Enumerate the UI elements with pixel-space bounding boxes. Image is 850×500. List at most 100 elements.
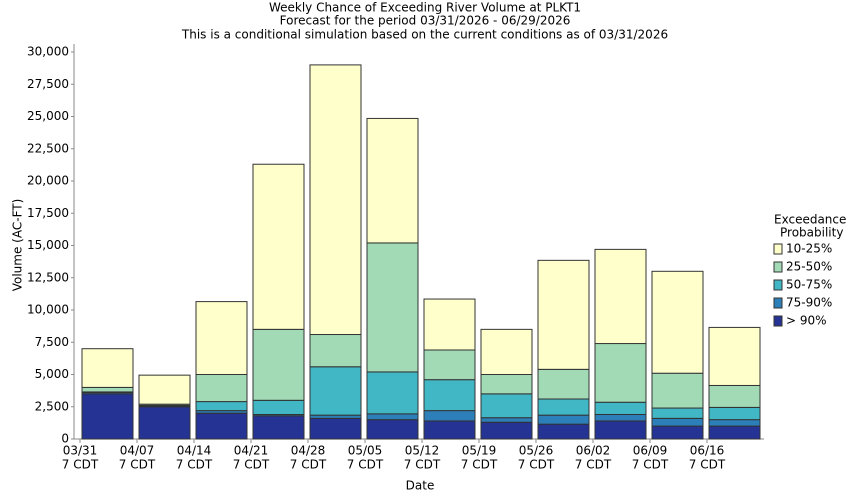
bar-segment — [708, 384, 761, 408]
bar-segment — [708, 419, 761, 427]
bar-segment — [309, 366, 362, 416]
bar-segment — [708, 326, 761, 386]
y-tick-label: 30,000 — [27, 45, 69, 59]
x-tick-label: 7 CDT — [347, 458, 384, 472]
legend-swatch — [773, 261, 783, 273]
legend-swatch — [773, 279, 783, 291]
legend-swatch — [773, 243, 783, 255]
bar-segment — [708, 425, 761, 440]
bar-segment — [480, 417, 533, 423]
bar-segment — [480, 374, 533, 395]
bar-segment — [594, 401, 647, 415]
legend-swatch — [773, 297, 783, 309]
bar-segment — [309, 64, 362, 336]
y-axis-label: Volume (AC-FT) — [11, 199, 25, 292]
bar-segment — [480, 328, 533, 376]
x-tick-label: 7 CDT — [689, 458, 726, 472]
y-tick-label: 7,500 — [35, 335, 69, 349]
legend-title: Exceedance — [774, 213, 846, 227]
x-tick-label: 06/02 — [576, 444, 611, 458]
y-tick-label: 15,000 — [27, 238, 69, 252]
y-tick-label: 25,000 — [27, 109, 69, 123]
bar-segment — [81, 393, 134, 440]
legend-label: 75-90% — [786, 296, 832, 310]
bar-segment — [366, 413, 419, 421]
bar-segment — [651, 372, 704, 409]
bar-segment — [594, 420, 647, 440]
x-tick-label: 05/05 — [348, 444, 383, 458]
bar-segment — [252, 328, 305, 401]
bar-segment — [309, 334, 362, 368]
y-tick-label: 20,000 — [27, 174, 69, 188]
legend-label: 10-25% — [786, 242, 832, 256]
bar-segment — [651, 425, 704, 440]
y-tick-label: 5,000 — [35, 367, 69, 381]
bar-segment — [309, 417, 362, 440]
bar-segment — [252, 399, 305, 415]
bar-segment — [195, 301, 248, 375]
bar-segment — [366, 371, 419, 415]
bar-segment — [138, 406, 191, 440]
chart-subtitle: Forecast for the period 03/31/2026 - 06/… — [280, 14, 571, 28]
bar-segment — [594, 343, 647, 403]
x-tick-label: 7 CDT — [176, 458, 213, 472]
bar-segment — [651, 407, 704, 419]
bar-segment — [81, 386, 134, 393]
bar-segment — [366, 419, 419, 440]
x-tick-label: 7 CDT — [233, 458, 270, 472]
x-tick-label: 7 CDT — [404, 458, 441, 472]
bar-segment — [366, 242, 419, 373]
bar-segment — [651, 270, 704, 374]
x-tick-label: 05/26 — [519, 444, 554, 458]
x-tick-label: 04/28 — [291, 444, 326, 458]
x-tick-label: 7 CDT — [461, 458, 498, 472]
bar-segment — [195, 401, 248, 412]
legend-swatch — [773, 315, 783, 327]
bar-segment — [423, 410, 476, 422]
legend-title: Probability — [780, 226, 843, 240]
bar-segment — [366, 117, 419, 244]
bar-segment — [537, 423, 590, 440]
y-tick-label: 10,000 — [27, 303, 69, 317]
bar-segment — [594, 413, 647, 422]
bar-segment — [138, 374, 191, 405]
bar-segment — [537, 259, 590, 370]
x-tick-label: 06/16 — [690, 444, 725, 458]
bar-segment — [537, 368, 590, 400]
x-tick-label: 04/14 — [177, 444, 212, 458]
bar-segment — [537, 398, 590, 416]
y-tick-label: 27,500 — [27, 77, 69, 91]
bar-segment — [423, 349, 476, 381]
y-tick-label: 17,500 — [27, 206, 69, 220]
y-tick-label: 0 — [61, 432, 69, 446]
chart-subtitle: This is a conditional simulation based o… — [181, 28, 668, 42]
legend-label: 50-75% — [786, 278, 832, 292]
bar-segment — [252, 163, 305, 330]
x-tick-label: 03/31 — [63, 444, 98, 458]
bar-segment — [195, 412, 248, 440]
bar-segment — [594, 248, 647, 345]
x-tick-label: 04/07 — [120, 444, 155, 458]
x-tick-label: 7 CDT — [518, 458, 555, 472]
x-tick-label: 05/19 — [462, 444, 497, 458]
bar-segment — [81, 348, 134, 388]
x-tick-label: 04/21 — [234, 444, 269, 458]
bar-segment — [480, 421, 533, 440]
x-tick-label: 7 CDT — [62, 458, 99, 472]
x-tick-label: 7 CDT — [575, 458, 612, 472]
bar-segment — [423, 420, 476, 440]
x-tick-label: 7 CDT — [632, 458, 669, 472]
chart-title: Weekly Chance of Exceeding River Volume … — [269, 1, 581, 15]
y-tick-label: 22,500 — [27, 141, 69, 155]
bar-segment — [480, 393, 533, 419]
legend-label: 25-50% — [786, 260, 832, 274]
bar-segment — [423, 379, 476, 412]
x-tick-label: 06/09 — [633, 444, 668, 458]
bar-segment — [537, 414, 590, 425]
x-axis-label: Date — [406, 479, 435, 493]
bar-segment — [651, 417, 704, 427]
legend-label: > 90% — [786, 314, 827, 328]
x-tick-label: 7 CDT — [119, 458, 156, 472]
x-tick-label: 05/12 — [405, 444, 440, 458]
